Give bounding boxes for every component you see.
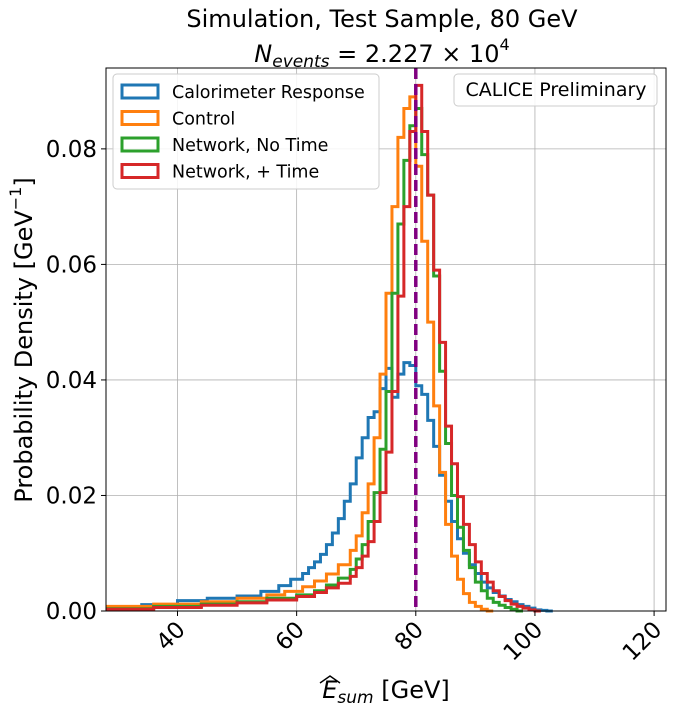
series-4-histogram xyxy=(106,83,541,613)
legend: Calorimeter Response Control Network, No T… xyxy=(112,73,380,190)
x-tick-label: 80 xyxy=(390,617,429,656)
legend-label: Calorimeter Response xyxy=(172,83,365,103)
legend-label: Control xyxy=(172,110,235,130)
x-axis-label: Esum [GeV] xyxy=(322,676,450,708)
chart-title: Simulation, Test Sample, 80 GeV xyxy=(186,5,578,33)
y-tick-label: 0.02 xyxy=(46,483,97,509)
legend-box xyxy=(112,73,380,190)
legend-label: Network, + Time xyxy=(172,163,319,183)
legend-items: Calorimeter Response Control Network, No T… xyxy=(120,83,365,183)
y-tick-label: 0.08 xyxy=(46,137,97,163)
annotation-box: CALICE Preliminary xyxy=(453,73,658,107)
x-tick-label: 60 xyxy=(271,617,310,656)
x-tick-label: 100 xyxy=(499,617,548,666)
x-tick-label: 120 xyxy=(618,617,667,666)
y-tick-label: 0.00 xyxy=(46,599,97,625)
y-axis-ticks: 0.00 0.02 0.04 0.06 0.08 xyxy=(46,137,106,625)
plot-frame xyxy=(105,67,667,612)
chart-subtitle: Nevents = 2.227 × 104 xyxy=(254,35,509,72)
y-axis-label: Probability Density [GeV−1] xyxy=(6,177,38,502)
calice-preliminary-label: CALICE Preliminary xyxy=(465,79,646,101)
x-label-hat xyxy=(319,675,341,684)
x-axis-ticks: 40 60 80 100 120 xyxy=(152,611,667,666)
legend-swatch xyxy=(120,110,160,126)
legend-swatch xyxy=(120,83,160,100)
x-tick-label: 40 xyxy=(152,617,191,656)
y-tick-label: 0.06 xyxy=(46,252,97,278)
legend-label: Network, No Time xyxy=(172,136,328,156)
series-layer xyxy=(106,83,553,613)
y-tick-label: 0.04 xyxy=(46,368,97,394)
legend-swatch xyxy=(120,163,160,179)
legend-swatch xyxy=(120,136,160,153)
series-2-histogram xyxy=(106,95,494,613)
